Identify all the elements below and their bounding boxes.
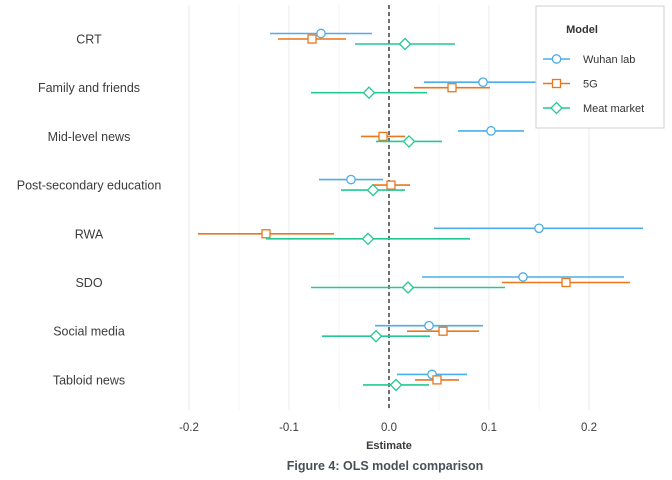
legend-label: Wuhan lab [583,54,635,66]
y-tick-label: Mid-level news [48,130,131,144]
point-estimate [316,28,326,39]
point-estimate [561,277,571,288]
series-5g [198,34,630,385]
x-tick-label: 0.0 [381,422,397,434]
legend-item: Wuhan lab [543,54,635,66]
point-estimate [478,77,488,88]
y-tick-label: SDO [75,276,102,290]
x-tick-label: -0.1 [279,422,299,434]
x-axis-label: Estimate [366,440,412,452]
point-estimate [366,183,380,197]
legend-title: Model [566,24,598,36]
point-estimate [389,378,403,392]
legend-key-marker [551,54,562,64]
y-tick-label: Family and friends [38,81,140,95]
legend-items: Wuhan lab 5G Meat market [543,54,644,115]
point-estimate [402,134,416,148]
y-tick-label: CRT [76,33,102,47]
x-tick-label: -0.2 [179,422,199,434]
y-tick-label: Tabloid news [53,373,125,387]
point-estimate [447,83,457,93]
series-meat-market [266,37,505,392]
point-estimate [486,126,496,136]
point-estimate [361,232,375,246]
legend-label: 5G [583,79,598,91]
y-tick-label: Post-secondary education [17,179,162,193]
legend-item: Meat market [543,101,644,115]
point-estimate [369,329,383,343]
point-estimate [432,375,442,385]
figure-caption: Figure 4: OLS model comparison [287,459,484,473]
point-estimate [261,229,271,239]
legend-item: 5G [543,79,598,91]
legend-key-marker [551,78,562,89]
legend-key-marker [550,101,563,115]
x-tick-labels: -0.2 -0.1 0.0 0.1 0.2 [179,422,597,434]
point-estimate [307,34,317,44]
point-estimate [378,131,388,142]
legend: Model Wuhan lab 5G Meat market [535,5,665,129]
point-estimate [424,320,434,331]
point-estimate [401,281,415,294]
x-tick-label: 0.1 [481,422,497,434]
point-estimate [518,272,528,282]
y-tick-labels: CRT Family and friends Mid-level news Post-… [17,33,162,388]
y-tick-label: Social media [53,325,125,339]
point-estimate [362,86,376,100]
y-tick-label: RWA [75,227,104,241]
legend-label: Meat market [583,103,644,115]
point-estimate [438,326,448,336]
x-tick-label: 0.2 [581,422,597,434]
point-estimate [534,223,544,234]
series-marks [198,28,643,392]
point-estimate [398,37,412,51]
point-estimate [346,174,356,185]
series-wuhan-lab [270,28,643,380]
point-estimate [386,180,396,190]
